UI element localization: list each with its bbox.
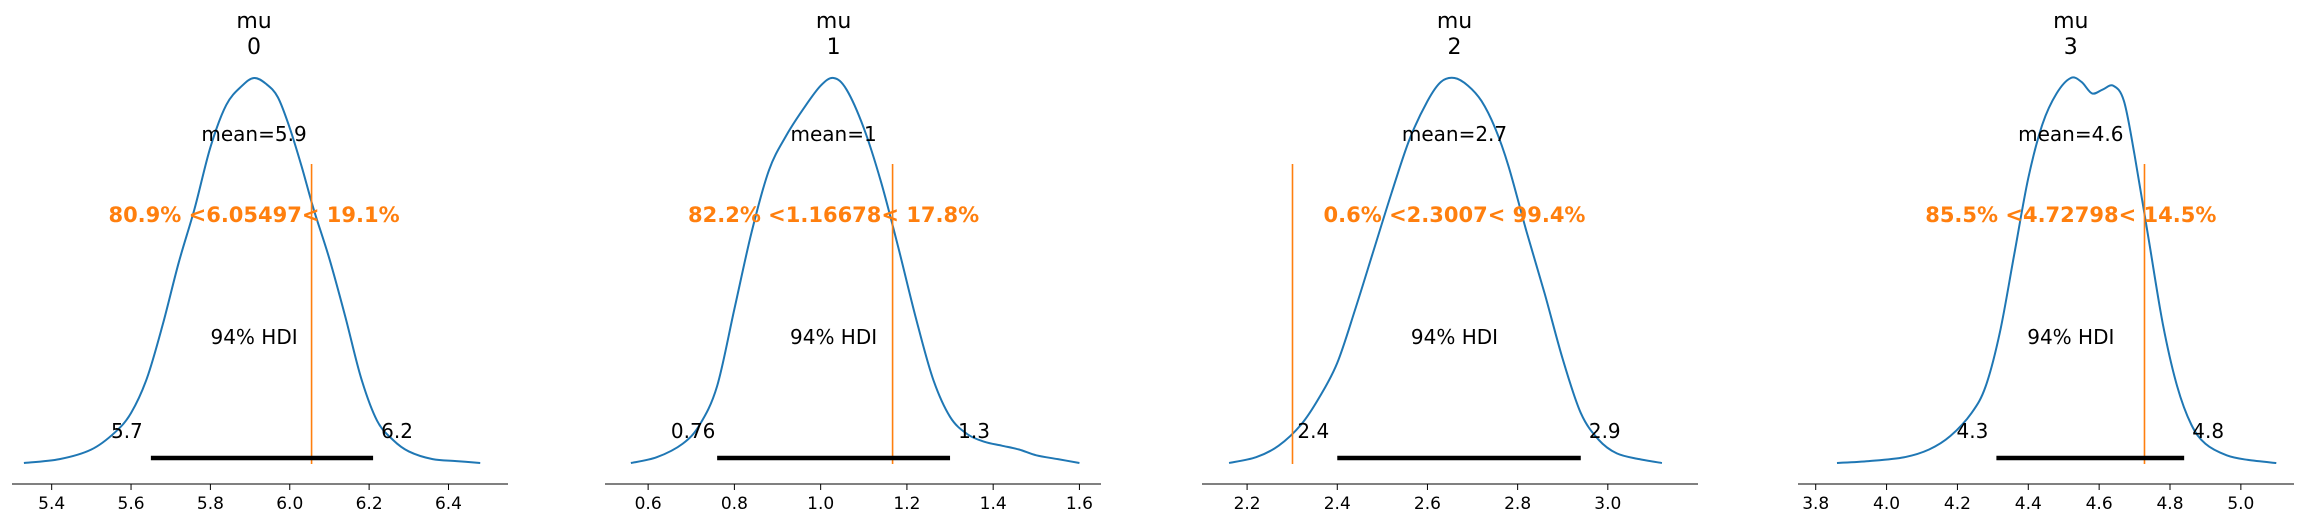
- panel-2-x-tick-label: 2.2: [1234, 494, 1261, 514]
- panel-0-x-tick-label: 6.4: [435, 494, 462, 514]
- panel-3-hdi-lower-label: 4.3: [1956, 419, 1988, 443]
- panel-1-x-tick-label: 1.2: [893, 494, 920, 514]
- panel-2-x-tick-label: 2.8: [1504, 494, 1531, 514]
- panel-1-hdi-lower-label: 0.76: [671, 419, 716, 443]
- panel-0-hdi-lower-label: 5.7: [111, 419, 143, 443]
- panel-3-ref-label: 85.5% <4.72798< 14.5%: [1925, 203, 2216, 227]
- panel-0-hdi-label: 94% HDI: [210, 325, 297, 349]
- panel-0-ref-label: 80.9% <6.05497< 19.1%: [108, 203, 399, 227]
- panel-1-title-index: 1: [827, 35, 841, 60]
- panel-3-hdi-label: 94% HDI: [2027, 325, 2114, 349]
- panel-0-title-index: 0: [247, 35, 261, 60]
- panel-2-density-curve: [1228, 76, 1663, 464]
- panel-0-x-tick-label: 5.6: [118, 494, 145, 514]
- panel-1-title-var: mu: [816, 9, 851, 34]
- panel-0-mean-label: mean=5.9: [201, 122, 306, 146]
- panel-2-hdi-upper-label: 2.9: [1589, 419, 1621, 443]
- panel-3-x-tick-label: 4.0: [1873, 494, 1900, 514]
- panel-0-x-tick-label: 6.0: [276, 494, 303, 514]
- panel-3-mean-label: mean=4.6: [2018, 122, 2123, 146]
- panel-2-mean-label: mean=2.7: [1402, 122, 1507, 146]
- panel-3-x-tick-label: 4.8: [2156, 494, 2183, 514]
- panel-2-hdi-label: 94% HDI: [1411, 325, 1498, 349]
- panel-0-x-tick-label: 5.4: [38, 494, 65, 514]
- panel-0-hdi-upper-label: 6.2: [381, 419, 413, 443]
- panel-3-x-tick-label: 3.8: [1802, 494, 1829, 514]
- panel-1-hdi-label: 94% HDI: [790, 325, 877, 349]
- panel-3-title-index: 3: [2064, 35, 2078, 60]
- panel-2-hdi-lower-label: 2.4: [1297, 419, 1329, 443]
- panel-1-hdi-upper-label: 1.3: [958, 419, 990, 443]
- panel-2-title-index: 2: [1448, 35, 1462, 60]
- panel-0-density-curve: [23, 76, 481, 464]
- panel-0-x-tick-label: 5.8: [197, 494, 224, 514]
- panel-3-density-curve: [1836, 76, 2277, 464]
- panel-3-hdi-upper-label: 4.8: [2192, 419, 2224, 443]
- panel-3-x-tick-label: 4.2: [1944, 494, 1971, 514]
- panel-2-ref-label: 0.6% <2.3007< 99.4%: [1324, 203, 1586, 227]
- panel-1-density-curve: [630, 76, 1080, 464]
- panel-3-x-tick-label: 4.6: [2086, 494, 2113, 514]
- panel-1-ref-label: 82.2% <1.16678< 17.8%: [688, 203, 979, 227]
- panel-1-mean-label: mean=1: [790, 122, 876, 146]
- panel-2-title-var: mu: [1437, 9, 1472, 34]
- panel-3-x-tick-label: 5.0: [2227, 494, 2254, 514]
- panel-0-title-var: mu: [236, 9, 271, 34]
- panel-1-x-tick-label: 1.0: [807, 494, 834, 514]
- panel-0-x-tick-label: 6.2: [356, 494, 383, 514]
- panel-3-title-var: mu: [2053, 9, 2088, 34]
- panel-1-x-tick-label: 1.4: [980, 494, 1007, 514]
- panel-1-x-tick-label: 1.6: [1066, 494, 1093, 514]
- panel-1-x-tick-label: 0.8: [721, 494, 748, 514]
- panel-1-x-tick-label: 0.6: [635, 494, 662, 514]
- panel-2-x-tick-label: 3.0: [1594, 494, 1621, 514]
- panel-3-x-tick-label: 4.4: [2015, 494, 2042, 514]
- panel-2-x-tick-label: 2.4: [1324, 494, 1351, 514]
- panel-2-x-tick-label: 2.6: [1414, 494, 1441, 514]
